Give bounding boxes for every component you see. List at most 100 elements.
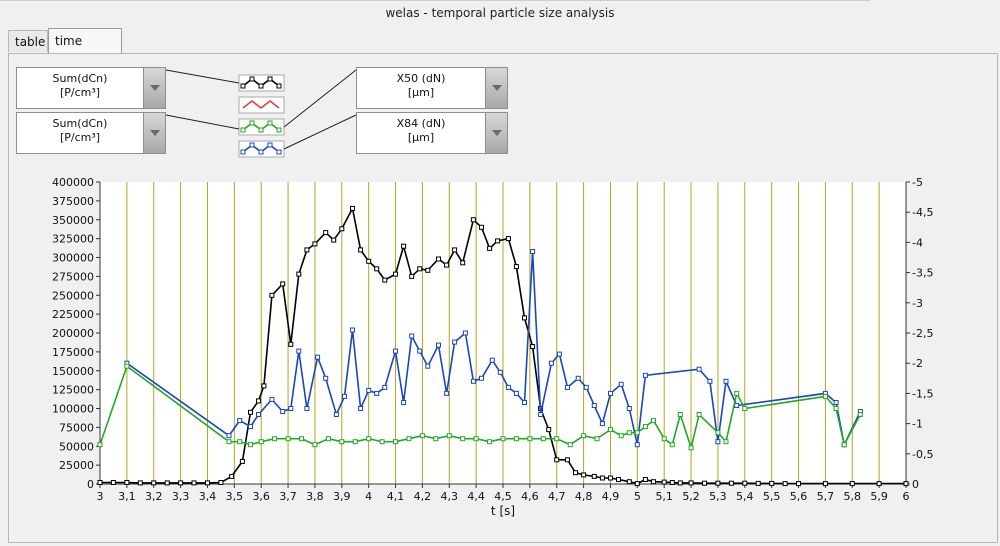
y-right-tick-label: -1 [912, 418, 923, 431]
x-tick-label: 4,3 [441, 490, 459, 503]
chevron-down-icon[interactable] [485, 113, 507, 153]
right-bottom-unit: [µm] [407, 131, 435, 144]
chevron-down-icon[interactable] [143, 68, 165, 108]
series-2-point [554, 436, 560, 442]
series-2-point [393, 439, 398, 445]
series-1-point [256, 412, 261, 417]
x-tick-label: 4,8 [575, 490, 593, 503]
x-tick-label: 4 [365, 490, 372, 503]
right-axis-bottom-selector[interactable]: X84 (dN) [µm] [356, 112, 508, 154]
left-axis-top-selector[interactable]: Sum(dCn) [P/cm³] [16, 67, 166, 109]
series-1-point [565, 384, 570, 390]
series-0-point [661, 479, 667, 485]
title-rule [0, 0, 870, 1]
y-left-tick-label: 100000 [52, 403, 94, 416]
series-0-point [669, 480, 675, 485]
series-0-point [218, 480, 224, 485]
series-0-point [366, 258, 372, 264]
series-0-point [248, 409, 253, 415]
series-1-point [642, 372, 648, 378]
series-1-point [226, 433, 232, 439]
left-bottom-unit: [P/cm³] [59, 131, 101, 144]
series-1-point [323, 375, 329, 381]
series-2-point [715, 430, 721, 436]
series-0-point [796, 481, 801, 487]
y-left-tick-label: 400000 [52, 176, 94, 189]
series-1-point [548, 360, 554, 366]
y-left-tick-label: 125000 [52, 384, 94, 397]
series-2-point [460, 436, 466, 442]
series-1-point [366, 387, 372, 393]
left-axis-bottom-selector[interactable]: Sum(dCn) [P/cm³] [16, 112, 166, 154]
series-0-point [546, 427, 552, 433]
series-1-point [505, 384, 511, 390]
series-1-point [538, 412, 544, 417]
series-2-point [642, 424, 648, 430]
series-0-point [677, 480, 683, 486]
y-right-tick-label: -2,5 [912, 327, 933, 340]
x-tick-label: 4,2 [414, 490, 432, 503]
series-1-point [444, 390, 450, 396]
series-2-point [527, 436, 533, 442]
window-title: welas - temporal particle size analysis [385, 6, 615, 20]
series-2-point [723, 439, 729, 445]
y-right-tick-label: -2 [912, 357, 923, 370]
legend-swatch-marker [240, 83, 246, 89]
y-right-tick-label: -3,5 [912, 267, 933, 280]
series-1-point [479, 375, 484, 381]
series-2-point [581, 433, 587, 439]
series-1-point [489, 357, 495, 363]
x-tick-label: 5 [634, 490, 641, 503]
y-left-tick-label: 225000 [52, 308, 94, 321]
series-2-point [857, 412, 863, 417]
series-2-point [285, 436, 291, 442]
legend-swatch-marker [249, 120, 255, 126]
left-top-unit: [P/cm³] [59, 86, 101, 99]
series-1-line [126, 251, 862, 448]
tab-table[interactable]: table [8, 30, 48, 52]
series-2-point [226, 439, 232, 445]
series-0-point [769, 480, 775, 486]
series-0-point [178, 480, 184, 486]
series-1-point [734, 403, 740, 408]
y-left-tick-label: 375000 [52, 195, 94, 208]
series-0-point [261, 383, 267, 389]
x-tick-label: 3 [97, 490, 104, 503]
series-2-point [500, 436, 506, 442]
y-left-tick-label: 175000 [52, 346, 94, 359]
y-left-tick-label: 275000 [52, 270, 94, 283]
right-axis-top-selector[interactable]: X50 (dN) [µm] [356, 67, 508, 109]
y-right-tick-label: -0,5 [912, 448, 933, 461]
legend-swatch-marker [240, 149, 246, 155]
legend-connector [283, 114, 357, 150]
series-1-point [707, 378, 713, 384]
series-1-point [374, 390, 380, 396]
series-0-point [304, 247, 310, 253]
series-0-point [470, 217, 476, 223]
series-2-point [618, 433, 624, 439]
y-left-tick-label: 200000 [52, 327, 94, 340]
series-0-point [312, 241, 318, 247]
x-tick-label: 4,1 [387, 490, 405, 503]
x-tick-label: 4,4 [467, 490, 485, 503]
x-tick-label: 4,6 [521, 490, 539, 503]
series-1-point [634, 442, 640, 448]
legend-swatch-marker [267, 142, 273, 148]
series-0-point [296, 271, 302, 277]
chevron-down-icon[interactable] [143, 113, 165, 153]
series-2-point [634, 430, 640, 436]
left-axis-bottom-label: Sum(dCn) [P/cm³] [17, 117, 143, 145]
series-0-point [444, 262, 450, 268]
x-tick-label: 5,8 [844, 490, 862, 503]
legend-swatch-marker [258, 149, 264, 155]
series-1-point [723, 378, 729, 384]
series-0-point [530, 344, 536, 350]
series-0-point [688, 480, 694, 486]
legend-connector [165, 69, 240, 84]
series-2-point [473, 436, 479, 442]
chevron-down-icon[interactable] [485, 68, 507, 108]
series-0-point [742, 480, 748, 486]
series-1-point [401, 400, 407, 405]
series-0-point [591, 473, 597, 479]
